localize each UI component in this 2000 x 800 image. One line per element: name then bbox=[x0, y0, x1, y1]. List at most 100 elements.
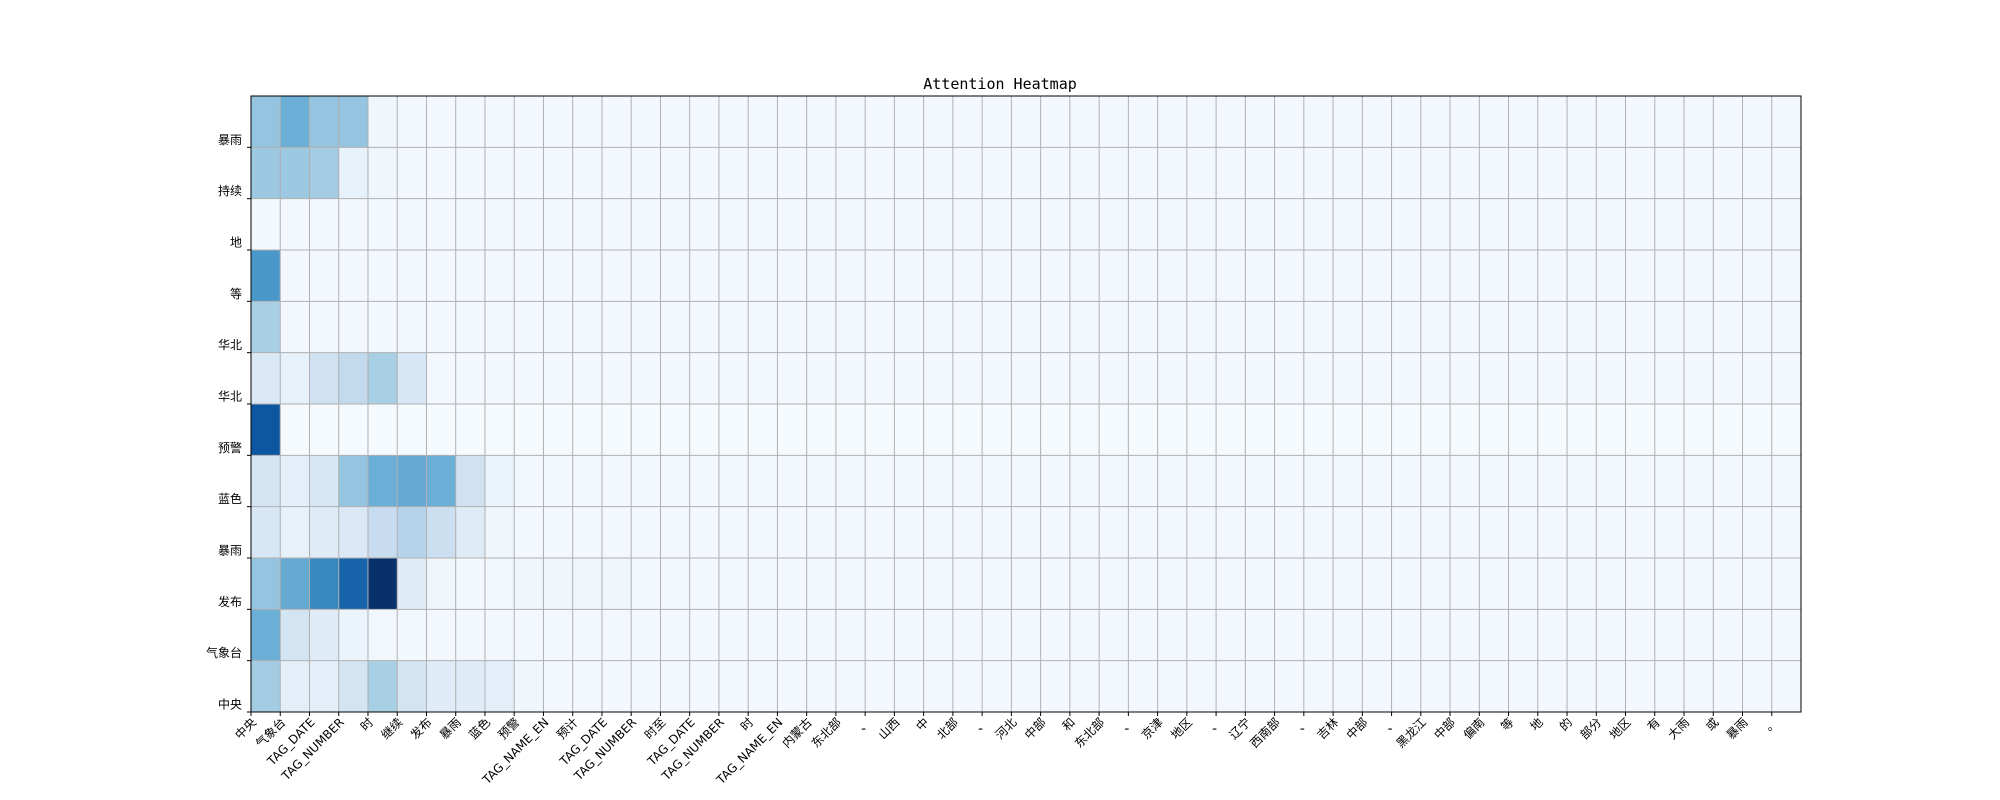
heatmap-cell bbox=[1713, 506, 1744, 559]
heatmap-cell bbox=[923, 506, 954, 559]
x-tick-label: 时 bbox=[738, 715, 756, 733]
heatmap-cell bbox=[1099, 352, 1129, 405]
heatmap-cell bbox=[631, 198, 661, 251]
heatmap-cell bbox=[689, 96, 720, 148]
heatmap-cell bbox=[1099, 301, 1129, 354]
heatmap-cell bbox=[367, 558, 398, 610]
heatmap-cell bbox=[572, 609, 603, 662]
heatmap-cell bbox=[1157, 198, 1188, 251]
heatmap-cell bbox=[865, 609, 895, 662]
heatmap-cell bbox=[1245, 455, 1276, 508]
heatmap-cell bbox=[1391, 352, 1422, 405]
heatmap-cell bbox=[1625, 660, 1656, 713]
heatmap-cell bbox=[280, 198, 310, 251]
heatmap-cell bbox=[1508, 147, 1539, 200]
heatmap-cell bbox=[660, 506, 691, 559]
heatmap-cell bbox=[865, 198, 895, 251]
heatmap-cell bbox=[777, 609, 808, 662]
heatmap-cell bbox=[1479, 404, 1510, 456]
heatmap-cell bbox=[338, 506, 369, 559]
heatmap-cell bbox=[251, 301, 281, 354]
heatmap-cell bbox=[835, 506, 866, 559]
heatmap-cell bbox=[952, 147, 983, 200]
heatmap-cell bbox=[1450, 147, 1480, 200]
heatmap-cell bbox=[455, 352, 486, 405]
heatmap-cell bbox=[1450, 455, 1480, 508]
heatmap-cell bbox=[1771, 609, 1802, 662]
heatmap-cell bbox=[338, 352, 369, 405]
heatmap-cell bbox=[572, 147, 603, 200]
heatmap-cell bbox=[1479, 198, 1510, 251]
heatmap-cell bbox=[1537, 352, 1568, 405]
heatmap-cell bbox=[748, 404, 778, 456]
heatmap-cell bbox=[777, 660, 808, 713]
heatmap-cell bbox=[1128, 609, 1159, 662]
heatmap-cell bbox=[1713, 455, 1744, 508]
heatmap-cell bbox=[1450, 506, 1480, 559]
heatmap-cell bbox=[1567, 250, 1597, 302]
heatmap-cell bbox=[923, 250, 954, 302]
heatmap-cell bbox=[601, 352, 632, 405]
heatmap-cell bbox=[1567, 352, 1597, 405]
heatmap-cell bbox=[1099, 506, 1129, 559]
heatmap-cell bbox=[1567, 660, 1597, 713]
heatmap-cell bbox=[1040, 352, 1071, 405]
heatmap-cell bbox=[1742, 558, 1773, 610]
heatmap-cell bbox=[865, 404, 895, 456]
heatmap-cell bbox=[1040, 147, 1071, 200]
heatmap-cell bbox=[1362, 198, 1393, 251]
heatmap-cell bbox=[1216, 660, 1246, 713]
heatmap-cell bbox=[1479, 506, 1510, 559]
heatmap-cell bbox=[748, 609, 778, 662]
heatmap-cell bbox=[543, 352, 574, 405]
heatmap-cell bbox=[1420, 147, 1451, 200]
heatmap-cell bbox=[484, 250, 515, 302]
heatmap-cell bbox=[660, 96, 691, 148]
heatmap-cell bbox=[1450, 301, 1480, 354]
heatmap-cell bbox=[1537, 455, 1568, 508]
heatmap-cell bbox=[1303, 558, 1334, 610]
heatmap-cell bbox=[1391, 660, 1422, 713]
heatmap-cell bbox=[1420, 609, 1451, 662]
heatmap-cell bbox=[806, 352, 837, 405]
heatmap-cell bbox=[1713, 404, 1744, 456]
heatmap-cell bbox=[1420, 352, 1451, 405]
heatmap-cell bbox=[338, 147, 369, 200]
heatmap-cell bbox=[338, 250, 369, 302]
heatmap-cell bbox=[251, 404, 281, 456]
heatmap-cell bbox=[1713, 660, 1744, 713]
heatmap-cell bbox=[1684, 455, 1714, 508]
heatmap-cell bbox=[367, 404, 398, 456]
heatmap-cell bbox=[718, 198, 749, 251]
heatmap-cell bbox=[484, 96, 515, 148]
x-tick-label: 地区 bbox=[1607, 715, 1634, 742]
heatmap-cell bbox=[280, 404, 310, 456]
x-tick-label: 中部 bbox=[1021, 715, 1049, 743]
heatmap-cell bbox=[952, 506, 983, 559]
heatmap-cell bbox=[923, 609, 954, 662]
heatmap-cell bbox=[1128, 506, 1159, 559]
heatmap-cell bbox=[835, 558, 866, 610]
heatmap-cell bbox=[1391, 198, 1422, 251]
heatmap-cell bbox=[806, 506, 837, 559]
heatmap-cell bbox=[718, 506, 749, 559]
heatmap-cell bbox=[280, 558, 310, 610]
heatmap-cell bbox=[1245, 250, 1276, 302]
heatmap-cell bbox=[455, 301, 486, 354]
heatmap-cell bbox=[1420, 455, 1451, 508]
heatmap-cell bbox=[894, 352, 925, 405]
heatmap-cell bbox=[1069, 198, 1100, 251]
heatmap-cell bbox=[1128, 558, 1159, 610]
x-tick-label: 和 bbox=[1060, 715, 1078, 733]
heatmap-cell bbox=[1011, 147, 1042, 200]
heatmap-cell bbox=[1537, 198, 1568, 251]
heatmap-cell bbox=[1099, 404, 1129, 456]
heatmap-cell bbox=[777, 404, 808, 456]
heatmap-cell bbox=[982, 96, 1012, 148]
heatmap-cell bbox=[601, 147, 632, 200]
heatmap-cell bbox=[777, 558, 808, 610]
heatmap-cell bbox=[1684, 558, 1714, 610]
heatmap-cell bbox=[1654, 250, 1685, 302]
heatmap-cell bbox=[1245, 198, 1276, 251]
heatmap-cell bbox=[777, 455, 808, 508]
